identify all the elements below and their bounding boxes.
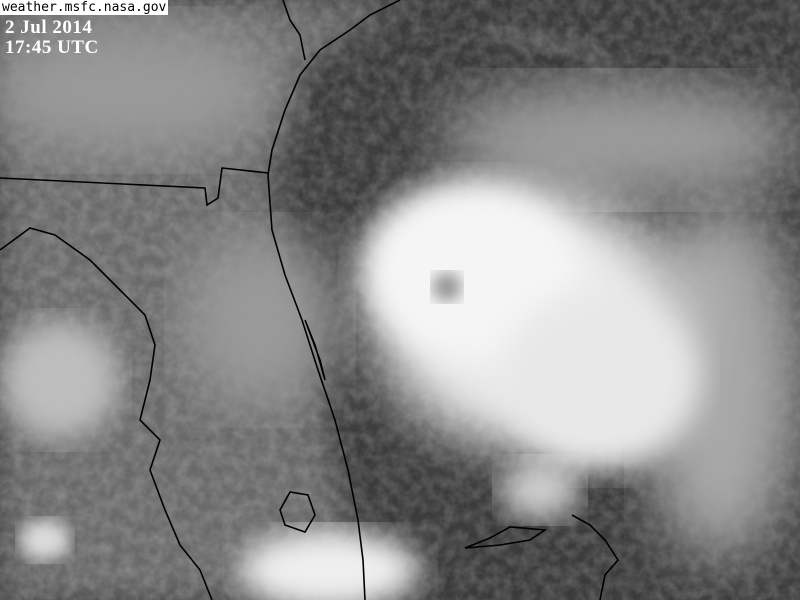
- cloud-line: [487, 28, 616, 72]
- time-label: 17:45 UTC: [5, 37, 99, 58]
- lake-okeechobee: [279, 491, 316, 533]
- hurricane: [340, 160, 720, 480]
- date-label: 2 Jul 2014: [5, 17, 93, 38]
- source-label: weather.msfc.nasa.gov: [0, 0, 169, 15]
- bahamas-island: [571, 514, 619, 600]
- coastlines: [0, 0, 619, 600]
- hurricane-eye: [433, 273, 461, 301]
- bahamas-island: [464, 526, 548, 549]
